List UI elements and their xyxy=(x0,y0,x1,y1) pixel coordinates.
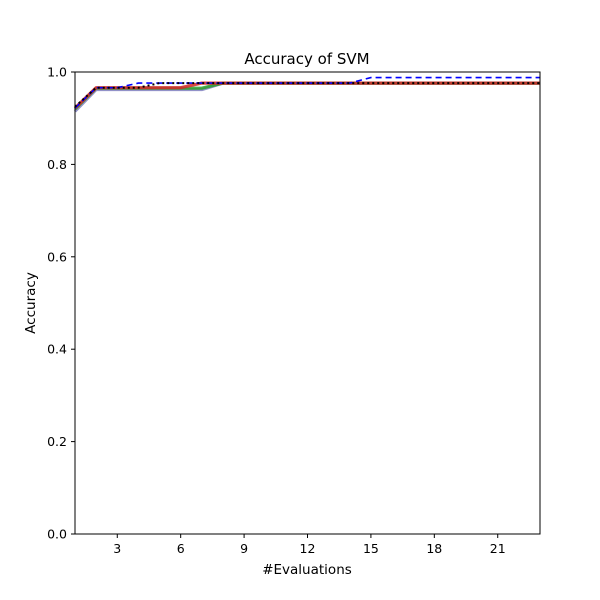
x-tick-label: 15 xyxy=(363,541,379,556)
y-tick-label: 0.4 xyxy=(47,342,67,357)
series-layer xyxy=(73,76,540,113)
x-tick-label: 3 xyxy=(113,541,121,556)
y-tick-label: 0.8 xyxy=(47,157,67,172)
series-line-3 xyxy=(73,81,540,110)
x-tick-label: 21 xyxy=(490,541,506,556)
y-tick-label: 0.2 xyxy=(47,434,67,449)
x-tick-label: 6 xyxy=(177,541,185,556)
x-axis-ticks: 3 6 9 12 15 18 21 xyxy=(113,534,506,556)
x-tick-label: 18 xyxy=(426,541,442,556)
x-tick-label: 9 xyxy=(240,541,248,556)
plot-frame xyxy=(74,71,541,535)
y-tick-label: 1.0 xyxy=(47,65,67,80)
y-axis-ticks: 0.0 0.2 0.4 0.6 0.8 1.0 xyxy=(47,65,75,542)
y-tick-label: 0.6 xyxy=(47,249,67,264)
x-axis-label: #Evaluations xyxy=(262,562,352,578)
chart-title: Accuracy of SVM xyxy=(244,50,369,68)
y-tick-label: 0.0 xyxy=(47,527,67,542)
x-tick-label: 12 xyxy=(300,541,316,556)
y-axis-label: Accuracy xyxy=(23,272,39,334)
series-line-5 xyxy=(74,82,540,108)
